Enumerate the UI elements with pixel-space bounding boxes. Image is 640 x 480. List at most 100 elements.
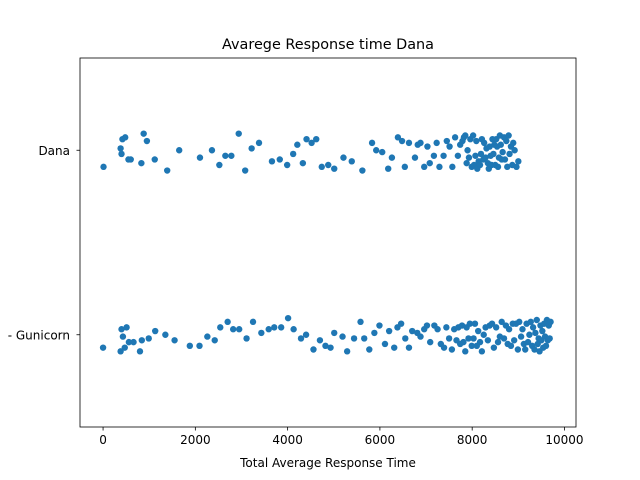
data-point-gunicorn [519,326,526,333]
data-point-gunicorn [500,335,508,342]
data-point-gunicorn [284,314,292,322]
data-point-dana [462,132,469,139]
data-point-dana [454,152,462,159]
data-point-gunicorn [381,340,389,348]
data-point-gunicorn [145,335,152,342]
data-point-gunicorn [440,344,448,351]
data-point-dana [482,154,489,161]
data-point-gunicorn [297,335,305,342]
data-point-dana [331,165,338,172]
data-point-gunicorn [366,346,373,353]
chart-title: Avarege Response time Dana [222,37,434,53]
data-point-dana [248,145,255,152]
data-point-dana [417,139,424,147]
data-point-gunicorn [448,346,456,353]
data-point-gunicorn [371,329,378,337]
data-point-dana [433,139,440,147]
data-point-gunicorn [529,324,537,331]
data-point-gunicorn [498,318,505,326]
data-point-gunicorn [217,324,224,331]
data-point-dana [164,167,171,174]
data-point-gunicorn [527,318,534,326]
data-point-gunicorn [470,335,477,342]
data-point-gunicorn [524,338,532,346]
data-point-gunicorn [385,327,393,335]
data-point-dana [127,156,134,163]
data-point-dana [443,137,451,145]
data-point-gunicorn [186,342,194,350]
data-point-gunicorn [426,338,434,346]
data-point-gunicorn [462,348,469,355]
data-point-gunicorn [547,318,554,326]
data-point-gunicorn [539,327,546,335]
data-point-dana [497,141,504,148]
data-point-dana [464,147,471,154]
data-point-gunicorn [119,333,127,340]
data-point-gunicorn [405,344,413,351]
data-point-dana [394,134,402,141]
data-point-gunicorn [542,342,550,350]
data-point-gunicorn [211,337,218,344]
data-point-dana [140,130,147,137]
data-point-dana [405,139,413,147]
data-point-gunicorn [532,329,539,337]
data-point-dana [401,163,409,171]
data-point-gunicorn [478,348,486,355]
data-point-dana [446,143,453,150]
data-point-dana [340,154,347,161]
data-point-dana [216,161,223,169]
data-point-gunicorn [196,342,203,350]
x-tick-label: 2000 [180,433,211,447]
x-tick-label: 4000 [272,433,303,447]
x-tick-label: 8000 [457,433,488,447]
data-point-dana [465,154,473,161]
data-point-gunicorn [271,324,278,331]
data-point-dana [430,152,438,159]
data-point-gunicorn [517,333,525,340]
data-point-gunicorn [443,324,450,331]
x-axis-ticks: 0 2000 4000 6000 8000 10000 [99,427,584,447]
data-point-gunicorn [125,338,133,346]
data-point-gunicorn [162,331,169,338]
data-point-dana [511,147,518,154]
data-points [99,130,554,355]
data-point-dana [480,139,488,147]
data-point-gunicorn [290,326,297,333]
data-point-gunicorn [516,318,523,326]
data-point-dana [501,156,509,163]
data-point-gunicorn [507,342,515,350]
data-point-gunicorn [514,346,522,353]
data-point-dana [117,145,124,152]
data-point-gunicorn [476,338,484,346]
data-point-gunicorn [331,329,338,337]
data-point-dana [235,130,242,137]
data-point-dana [122,134,129,141]
data-point-dana [463,159,470,167]
data-point-dana [385,165,392,172]
data-point-gunicorn [123,324,130,331]
data-point-dana [268,158,276,165]
data-point-gunicorn [121,344,128,351]
data-point-gunicorn [468,342,475,350]
data-point-dana [411,154,419,161]
data-point-gunicorn [243,335,250,342]
data-point-gunicorn [397,320,405,327]
x-tick-label: 6000 [365,433,396,447]
data-point-dana [476,161,484,169]
data-point-gunicorn [327,344,334,351]
data-point-gunicorn [434,326,441,333]
data-point-dana [472,152,479,159]
data-point-dana [515,158,522,165]
data-point-gunicorn [235,326,243,333]
data-point-dana [303,135,310,143]
x-tick-label: 0 [99,433,107,447]
data-point-dana [499,148,506,156]
data-point-dana [294,141,301,148]
data-point-gunicorn [460,338,467,346]
data-point-dana [308,139,315,147]
data-point-dana [283,161,291,169]
data-point-gunicorn [171,337,178,344]
data-point-dana [451,134,459,141]
